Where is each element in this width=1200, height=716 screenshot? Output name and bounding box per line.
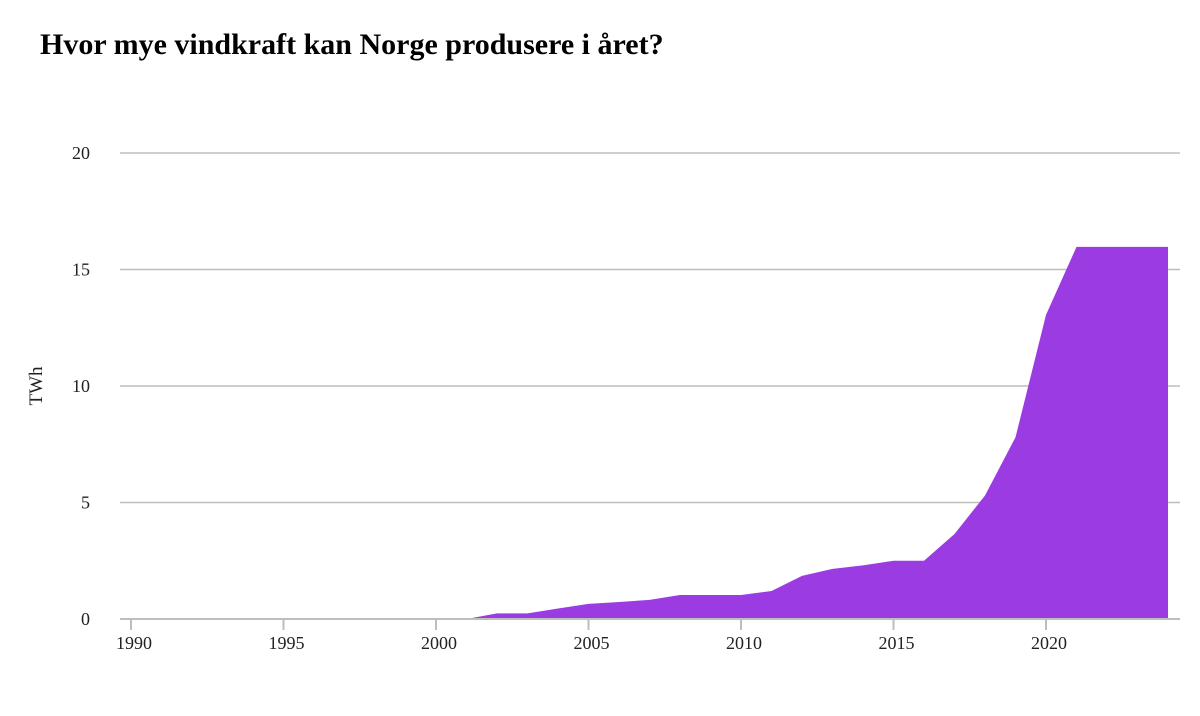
x-tick-label: 1995 bbox=[269, 633, 305, 653]
x-tick-label: 2005 bbox=[574, 633, 610, 653]
y-tick-label: 15 bbox=[72, 260, 90, 280]
x-tick-label: 2015 bbox=[879, 633, 915, 653]
chart-title: Hvor mye vindkraft kan Norge produsere i… bbox=[40, 28, 664, 61]
x-tick-label: 2010 bbox=[726, 633, 762, 653]
x-tick-label: 2000 bbox=[421, 633, 457, 653]
axes: 0 5 10 15 20 1990 1995 2000 2005 2010 2015 2020 bbox=[72, 143, 1180, 653]
y-tick-label: 5 bbox=[81, 493, 90, 513]
y-tick-label: 20 bbox=[72, 143, 90, 163]
y-tick-label: 0 bbox=[81, 609, 90, 629]
x-tick-label: 2020 bbox=[1031, 633, 1067, 653]
x-tick-label: 1990 bbox=[116, 633, 152, 653]
y-tick-label: 10 bbox=[72, 376, 90, 396]
area-series bbox=[131, 246, 1168, 620]
y-axis-label: TWh bbox=[26, 366, 47, 406]
